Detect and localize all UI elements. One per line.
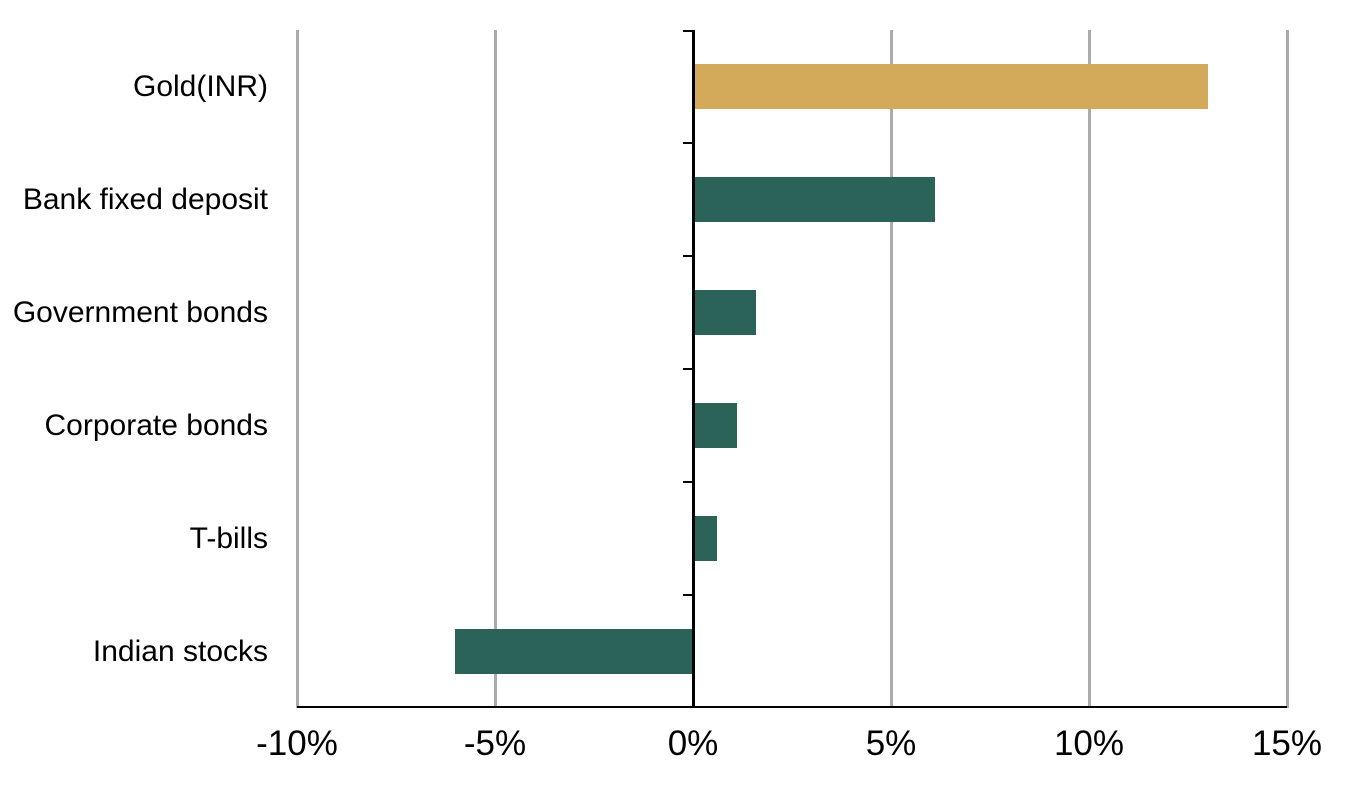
category-boundary-tick [682,594,692,596]
category-label: Corporate bonds [44,408,268,442]
x-axis-line [297,706,1287,708]
plot-area [295,30,1289,708]
gridline [889,30,893,708]
bar-government-bonds [693,290,757,335]
category-label: Government bonds [12,295,268,329]
bar-gold-inr- [693,64,1208,109]
x-axis-tick-label: -10% [256,724,338,763]
zero-axis-line [691,30,695,708]
bar-t-bills [693,516,717,561]
category-boundary-tick [682,255,692,257]
x-axis-tick-label: 5% [865,724,917,763]
category-boundary-tick [682,30,692,32]
category-boundary-tick [682,142,692,144]
bar-indian-stocks [455,629,693,674]
category-label: Indian stocks [92,634,268,668]
bar-corporate-bonds [693,403,737,448]
x-axis-tick-label: -5% [463,724,527,763]
gridline [1087,30,1091,708]
category-label: T-bills [189,521,268,555]
gridline [493,30,497,708]
category-boundary-tick [682,368,692,370]
x-axis-tick-label: 10% [1053,724,1125,763]
category-boundary-tick [682,481,692,483]
bar-bank-fixed-deposit [693,177,935,222]
gridline [295,30,299,708]
category-label: Gold(INR) [132,69,268,103]
x-axis-tick-label: 0% [667,724,719,763]
gridline [1285,30,1289,708]
category-label: Bank fixed deposit [22,182,268,216]
x-axis-tick-label: 15% [1251,724,1323,763]
